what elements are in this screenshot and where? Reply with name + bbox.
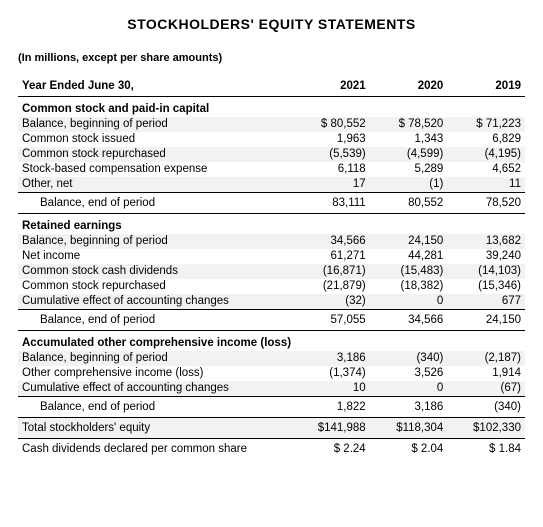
total-equity-row: Total stockholders' equity$141,988$118,3… bbox=[18, 417, 525, 438]
units-note: (In millions, except per share amounts) bbox=[18, 52, 525, 64]
header-row: Year Ended June 30, 2021 2020 2019 bbox=[18, 78, 525, 96]
table-row: Cumulative effect of accounting changes(… bbox=[18, 294, 525, 310]
statement-title: STOCKHOLDERS' EQUITY STATEMENTS bbox=[18, 16, 525, 32]
table-row: Other comprehensive income (loss)(1,374)… bbox=[18, 366, 525, 381]
table-row: Common stock repurchased(5,539)(4,599)(4… bbox=[18, 147, 525, 162]
table-row: Cumulative effect of accounting changes1… bbox=[18, 381, 525, 397]
table-row: Balance, beginning of period34,56624,150… bbox=[18, 234, 525, 249]
section-head-common-stock: Common stock and paid-in capital bbox=[18, 96, 525, 117]
table-row: Stock-based compensation expense6,1185,2… bbox=[18, 162, 525, 177]
header-year-1: 2021 bbox=[292, 78, 370, 96]
dividends-per-share-row: Cash dividends declared per common share… bbox=[18, 438, 525, 459]
balance-end-row: Balance, end of period1,8223,186(340) bbox=[18, 396, 525, 417]
header-year-3: 2019 bbox=[447, 78, 525, 96]
section-head-aoci: Accumulated other comprehensive income (… bbox=[18, 330, 525, 351]
table-row: Other, net17(1)11 bbox=[18, 177, 525, 193]
section-head-retained: Retained earnings bbox=[18, 213, 525, 234]
equity-table: Year Ended June 30, 2021 2020 2019 Commo… bbox=[18, 78, 525, 459]
table-row: Common stock cash dividends(16,871)(15,4… bbox=[18, 264, 525, 279]
table-row: Net income61,27144,28139,240 bbox=[18, 249, 525, 264]
table-row: Common stock repurchased(21,879)(18,382)… bbox=[18, 279, 525, 294]
header-year-2: 2020 bbox=[370, 78, 448, 96]
header-label: Year Ended June 30, bbox=[18, 78, 292, 96]
table-row: Common stock issued1,9631,3436,829 bbox=[18, 132, 525, 147]
table-row: Balance, beginning of period$ 80,552$ 78… bbox=[18, 117, 525, 132]
balance-end-row: Balance, end of period83,11180,55278,520 bbox=[18, 192, 525, 213]
table-row: Balance, beginning of period3,186(340)(2… bbox=[18, 351, 525, 366]
balance-end-row: Balance, end of period57,05534,56624,150 bbox=[18, 309, 525, 330]
